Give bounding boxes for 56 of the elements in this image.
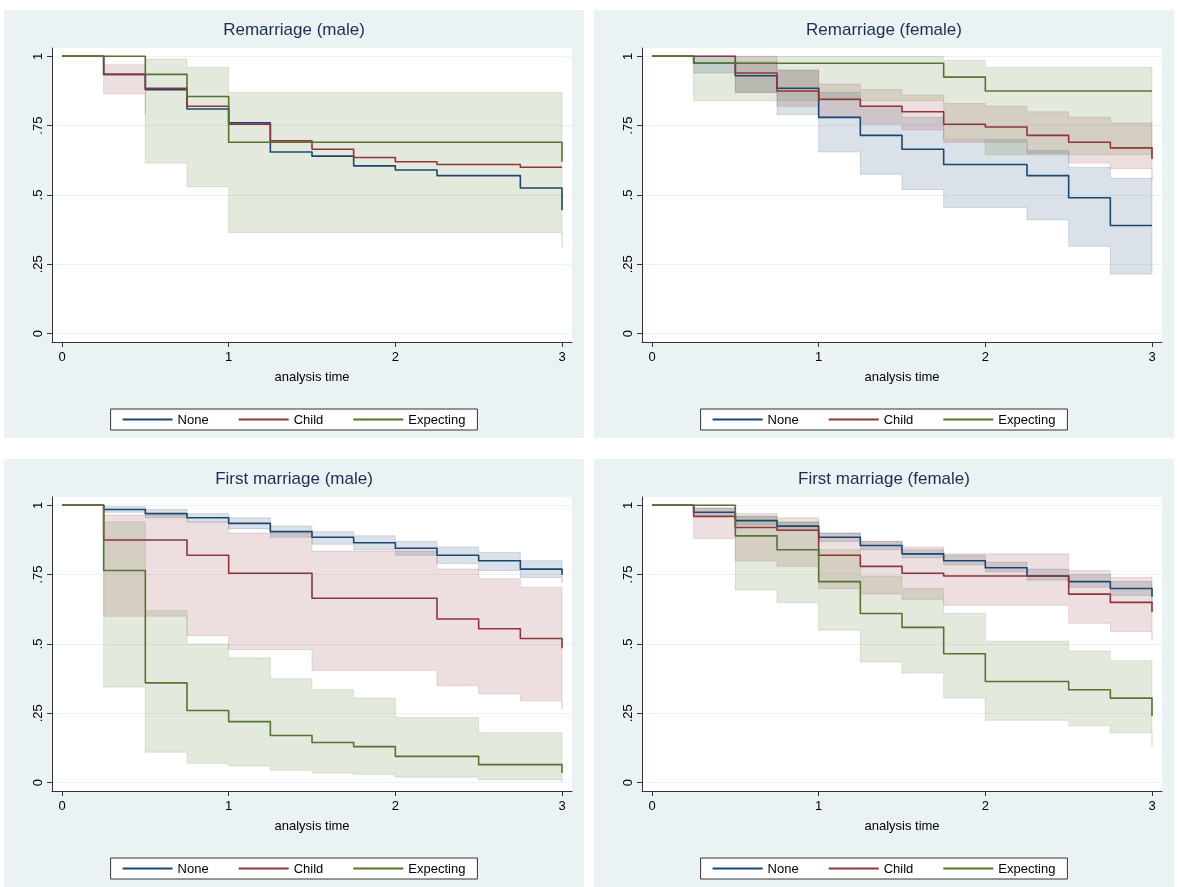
- x-tick-label: 2: [391, 797, 399, 813]
- x-tick-label: 3: [558, 349, 566, 364]
- x-axis-title: analysis time: [274, 369, 350, 384]
- x-tick-label: 2: [981, 349, 989, 364]
- y-tick-label: .25: [620, 255, 635, 274]
- legend-label: Expecting: [998, 860, 1056, 876]
- y-tick-label: 1: [30, 52, 45, 60]
- x-tick-label: 3: [1148, 349, 1156, 364]
- y-tick-label: 0: [620, 330, 635, 338]
- y-tick-label: 0: [30, 330, 45, 338]
- x-tick-label: 2: [391, 349, 399, 364]
- y-tick-label: .5: [620, 638, 635, 649]
- legend-label: Child: [293, 412, 324, 427]
- y-tick-label: .25: [620, 703, 635, 722]
- x-tick-label: 1: [225, 349, 233, 364]
- x-tick-label: 0: [58, 349, 66, 364]
- x-axis-title: analysis time: [274, 817, 350, 833]
- chart-title: First marriage (male): [215, 468, 373, 488]
- legend-label: None: [177, 412, 209, 427]
- legend-label: Child: [293, 860, 324, 876]
- y-tick-label: .5: [620, 189, 635, 201]
- y-tick-label: .5: [30, 189, 45, 201]
- y-tick-label: .25: [30, 703, 45, 722]
- y-tick-label: .5: [30, 638, 45, 649]
- legend-label: None: [177, 860, 209, 876]
- x-tick-label: 3: [558, 797, 566, 813]
- x-tick-label: 0: [648, 349, 656, 364]
- y-tick-label: .75: [30, 116, 45, 135]
- legend-label: Child: [883, 860, 914, 876]
- legend-label: Child: [883, 412, 914, 427]
- y-tick-label: 0: [620, 778, 635, 786]
- y-tick-label: 0: [30, 778, 45, 786]
- x-tick-label: 3: [1148, 797, 1156, 813]
- x-axis-title: analysis time: [864, 369, 940, 384]
- x-tick-label: 0: [648, 797, 656, 813]
- legend-label: Expecting: [998, 412, 1056, 427]
- y-tick-label: .25: [30, 255, 45, 274]
- y-tick-label: 1: [30, 501, 45, 509]
- x-tick-label: 1: [815, 349, 823, 364]
- y-tick-label: .75: [30, 565, 45, 584]
- legend-label: Expecting: [408, 860, 466, 876]
- x-tick-label: 1: [815, 797, 823, 813]
- legend-label: Expecting: [408, 412, 466, 427]
- y-tick-label: .75: [620, 565, 635, 584]
- x-axis-title: analysis time: [864, 817, 940, 833]
- legend-label: None: [767, 412, 799, 427]
- x-tick-label: 2: [981, 797, 989, 813]
- y-tick-label: 1: [620, 52, 635, 60]
- chart-title: Remarriage (male): [223, 20, 365, 39]
- y-tick-label: .75: [620, 116, 635, 135]
- legend-label: None: [767, 860, 799, 876]
- x-tick-label: 0: [58, 797, 66, 813]
- x-tick-label: 1: [225, 797, 233, 813]
- chart-title: Remarriage (female): [806, 20, 962, 39]
- chart-title: First marriage (female): [798, 468, 970, 488]
- y-tick-label: 1: [620, 501, 635, 509]
